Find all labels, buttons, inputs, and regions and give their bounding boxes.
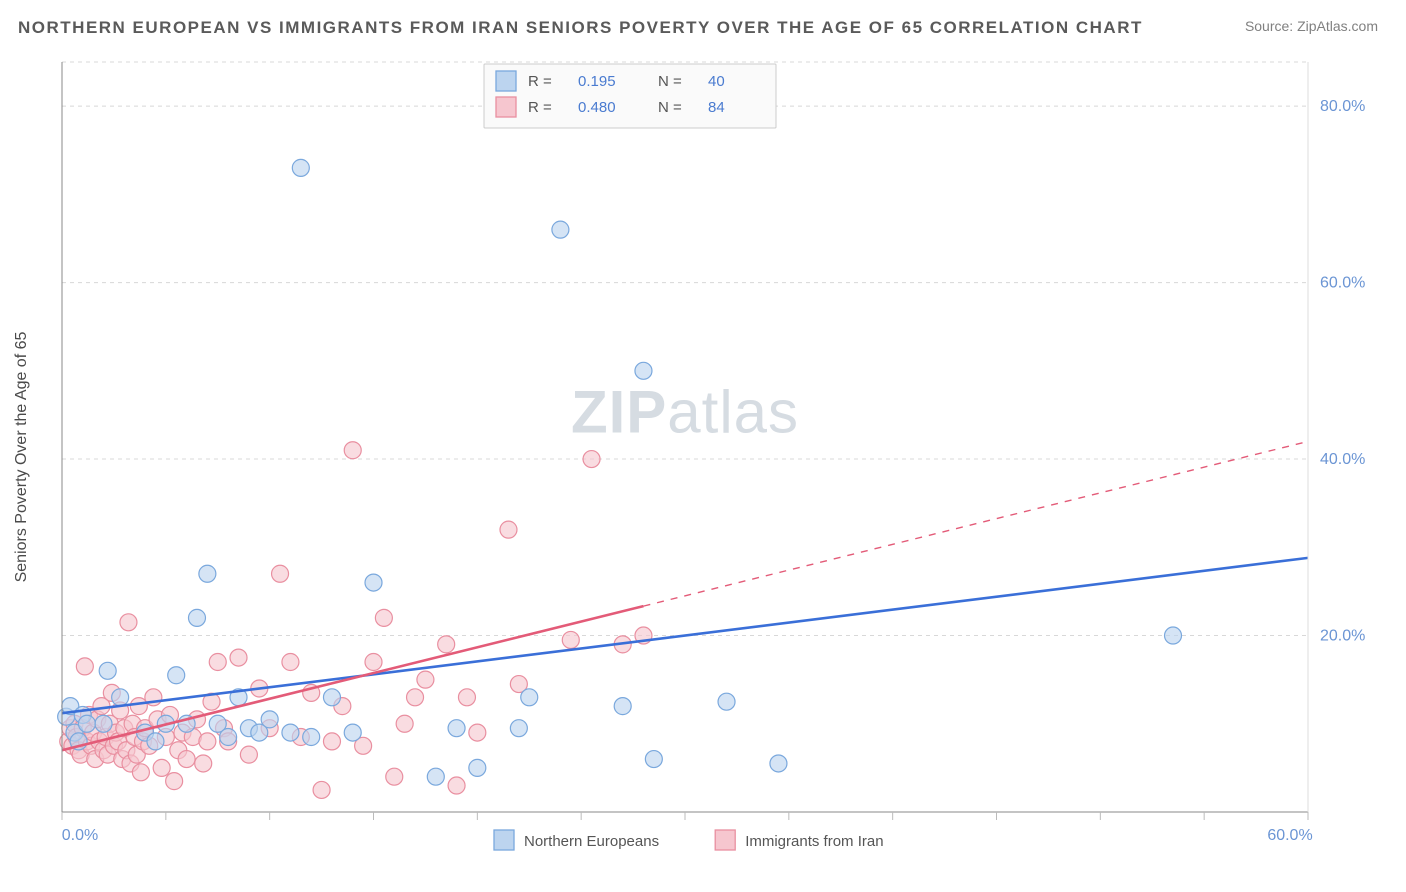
data-point: [1165, 627, 1182, 644]
data-point: [396, 715, 413, 732]
data-point: [500, 521, 517, 538]
data-point: [562, 631, 579, 648]
legend-swatch: [496, 97, 516, 117]
data-point: [195, 755, 212, 772]
data-point: [427, 768, 444, 785]
data-point: [645, 751, 662, 768]
data-point: [292, 159, 309, 176]
y-tick-label: 80.0%: [1320, 98, 1365, 115]
data-point: [448, 720, 465, 737]
data-point: [365, 574, 382, 591]
data-point: [552, 221, 569, 238]
y-axis-label: Seniors Poverty Over the Age of 65: [13, 332, 31, 583]
source-label: Source: ZipAtlas.com: [1245, 18, 1378, 34]
data-point: [78, 715, 95, 732]
data-point: [153, 759, 170, 776]
data-point: [147, 733, 164, 750]
legend-swatch: [715, 830, 735, 850]
x-tick-label: 60.0%: [1267, 827, 1312, 844]
data-point: [770, 755, 787, 772]
data-point: [718, 693, 735, 710]
data-point: [469, 759, 486, 776]
header: NORTHERN EUROPEAN VS IMMIGRANTS FROM IRA…: [0, 0, 1406, 46]
data-point: [199, 733, 216, 750]
data-point: [323, 733, 340, 750]
watermark: ZIPatlas: [571, 379, 799, 446]
data-point: [614, 698, 631, 715]
data-point: [282, 724, 299, 741]
legend-r-label: R =: [528, 99, 552, 116]
legend-series-label: Northern Europeans: [524, 833, 659, 850]
data-point: [240, 746, 257, 763]
data-point: [583, 451, 600, 468]
legend-series-label: Immigrants from Iran: [745, 833, 883, 850]
data-point: [230, 649, 247, 666]
data-point: [323, 689, 340, 706]
data-point: [344, 442, 361, 459]
legend-n-value: 84: [708, 99, 725, 116]
data-point: [448, 777, 465, 794]
data-point: [375, 609, 392, 626]
legend-n-label: N =: [658, 99, 682, 116]
data-point: [510, 720, 527, 737]
legend-r-label: R =: [528, 73, 552, 90]
data-point: [99, 662, 116, 679]
y-tick-label: 40.0%: [1320, 451, 1365, 468]
data-point: [112, 689, 129, 706]
data-point: [365, 654, 382, 671]
data-point: [95, 715, 112, 732]
legend-r-value: 0.195: [578, 73, 616, 90]
data-point: [438, 636, 455, 653]
chart-title: NORTHERN EUROPEAN VS IMMIGRANTS FROM IRA…: [18, 18, 1143, 38]
data-point: [76, 658, 93, 675]
data-point: [635, 362, 652, 379]
data-point: [261, 711, 278, 728]
data-point: [132, 764, 149, 781]
trend-line-extrapolated: [643, 441, 1308, 606]
legend-n-value: 40: [708, 73, 725, 90]
data-point: [166, 773, 183, 790]
plot-area: Seniors Poverty Over the Age of 65 ZIPat…: [48, 56, 1386, 858]
data-point: [282, 654, 299, 671]
data-point: [209, 654, 226, 671]
data-point: [220, 729, 237, 746]
data-point: [407, 689, 424, 706]
data-point: [521, 689, 538, 706]
data-point: [272, 565, 289, 582]
data-point: [168, 667, 185, 684]
scatter-chart: ZIPatlas 0.0% 60.0% 20.0% 40.0% 60.0% 80.0% R =…: [48, 56, 1386, 856]
data-point: [386, 768, 403, 785]
data-point: [344, 724, 361, 741]
y-tick-label: 20.0%: [1320, 628, 1365, 645]
data-point: [303, 729, 320, 746]
data-point: [199, 565, 216, 582]
legend-swatch: [496, 71, 516, 91]
legend-swatch: [494, 830, 514, 850]
y-tick-label: 60.0%: [1320, 275, 1365, 292]
data-point: [417, 671, 434, 688]
data-point: [458, 689, 475, 706]
legend-r-value: 0.480: [578, 99, 616, 116]
data-point: [178, 751, 195, 768]
legend-n-label: N =: [658, 73, 682, 90]
data-point: [469, 724, 486, 741]
data-point: [188, 609, 205, 626]
x-tick-label: 0.0%: [62, 827, 98, 844]
data-point: [120, 614, 137, 631]
data-point: [313, 781, 330, 798]
